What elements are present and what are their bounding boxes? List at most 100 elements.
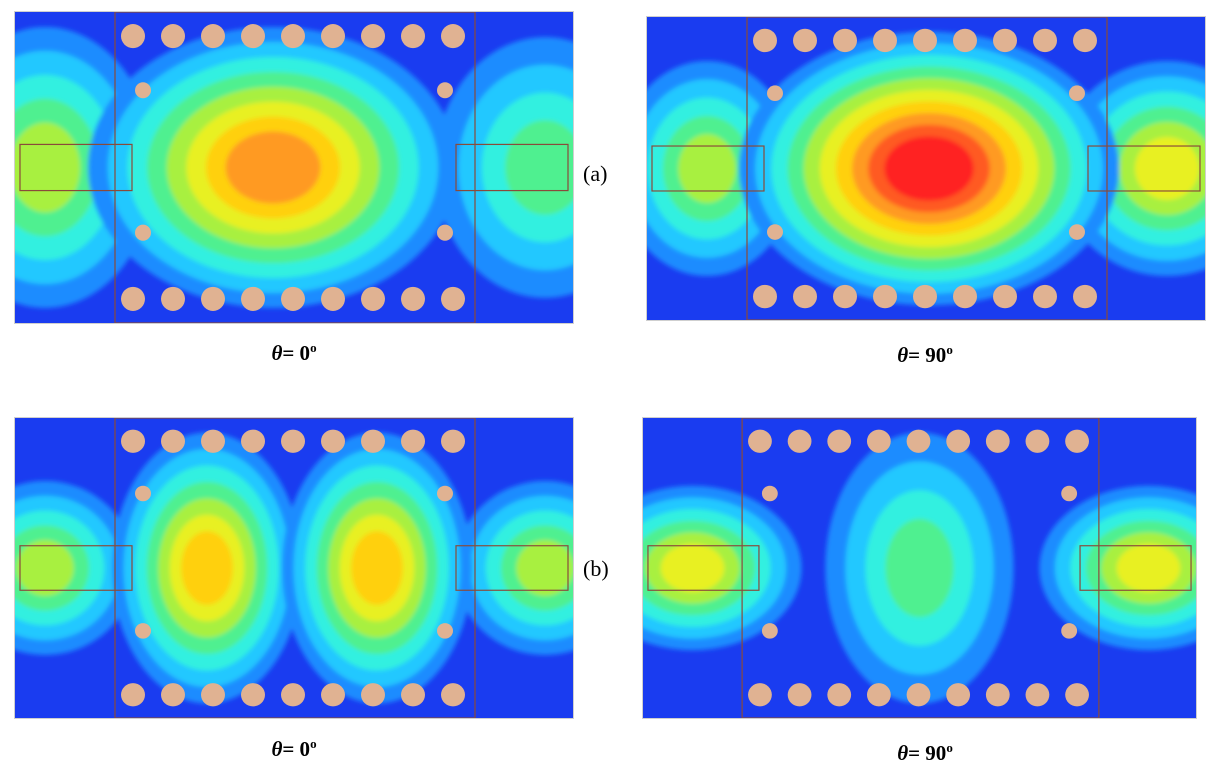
via bbox=[906, 429, 931, 453]
row-label: (b) bbox=[583, 556, 609, 581]
via bbox=[135, 82, 151, 99]
via bbox=[437, 224, 453, 241]
caption-degree: o bbox=[946, 342, 953, 357]
via bbox=[1061, 485, 1078, 502]
via bbox=[827, 683, 852, 707]
via bbox=[946, 429, 971, 453]
cavity bbox=[741, 418, 1100, 718]
via bbox=[321, 286, 345, 311]
via bbox=[985, 429, 1010, 453]
field bbox=[643, 432, 1196, 704]
via bbox=[793, 284, 817, 309]
via bbox=[1061, 623, 1078, 639]
via bbox=[241, 24, 265, 49]
via bbox=[787, 429, 812, 453]
via bbox=[1073, 284, 1097, 309]
via bbox=[401, 429, 425, 453]
field bbox=[15, 432, 573, 704]
contour bbox=[16, 540, 74, 596]
contour bbox=[660, 544, 725, 592]
via bbox=[953, 28, 977, 53]
via bbox=[906, 683, 931, 707]
via bbox=[748, 683, 772, 707]
via bbox=[361, 286, 385, 311]
via bbox=[753, 28, 777, 53]
via bbox=[437, 82, 453, 99]
via bbox=[281, 429, 305, 453]
via bbox=[161, 429, 185, 453]
port bbox=[19, 545, 133, 591]
contour bbox=[885, 518, 954, 618]
port bbox=[651, 145, 765, 192]
via bbox=[913, 28, 937, 53]
via bbox=[913, 284, 937, 309]
row-label: (a) bbox=[583, 161, 608, 186]
via bbox=[321, 429, 345, 453]
via bbox=[753, 284, 777, 309]
via bbox=[866, 683, 891, 707]
contour bbox=[516, 540, 573, 596]
via bbox=[833, 284, 857, 309]
via bbox=[441, 683, 465, 707]
field bbox=[647, 31, 1205, 306]
via bbox=[201, 683, 225, 707]
via bbox=[321, 683, 345, 707]
via bbox=[135, 224, 151, 241]
via bbox=[121, 286, 145, 311]
field-plot bbox=[647, 17, 1205, 320]
caption: θ= 90o bbox=[825, 342, 1025, 368]
via bbox=[361, 429, 385, 453]
via bbox=[201, 24, 225, 49]
via bbox=[1025, 683, 1050, 707]
via bbox=[437, 623, 453, 639]
via bbox=[993, 28, 1017, 53]
port bbox=[455, 545, 569, 591]
via bbox=[767, 85, 783, 102]
via bbox=[866, 429, 891, 453]
via bbox=[241, 286, 265, 311]
field-map bbox=[646, 16, 1206, 321]
port bbox=[647, 545, 760, 591]
via bbox=[321, 24, 345, 49]
via bbox=[201, 286, 225, 311]
port bbox=[1087, 145, 1201, 192]
via bbox=[1073, 28, 1097, 53]
via bbox=[441, 24, 465, 49]
caption-text: = 0 bbox=[282, 341, 311, 365]
via bbox=[761, 485, 778, 502]
via bbox=[873, 284, 897, 309]
port bbox=[19, 143, 133, 192]
via bbox=[1069, 85, 1085, 102]
port bbox=[455, 143, 569, 192]
caption-text: = 90 bbox=[908, 343, 947, 367]
via bbox=[748, 429, 772, 453]
port bbox=[1079, 545, 1192, 591]
via bbox=[281, 683, 305, 707]
cavity bbox=[114, 12, 476, 323]
via bbox=[1033, 28, 1057, 53]
field-plot bbox=[15, 12, 573, 323]
via bbox=[1065, 683, 1089, 707]
via bbox=[1065, 429, 1089, 453]
via bbox=[135, 623, 151, 639]
caption-text: = 90 bbox=[908, 741, 947, 765]
via bbox=[201, 429, 225, 453]
via bbox=[441, 429, 465, 453]
field-map bbox=[14, 417, 574, 719]
via bbox=[787, 683, 812, 707]
caption-degree: o bbox=[310, 736, 317, 751]
via bbox=[401, 24, 425, 49]
via bbox=[1033, 284, 1057, 309]
via bbox=[161, 24, 185, 49]
caption-degree: o bbox=[946, 740, 953, 755]
caption-symbol: θ bbox=[271, 737, 283, 761]
contour bbox=[15, 122, 81, 213]
field bbox=[15, 27, 573, 308]
contour bbox=[884, 136, 974, 201]
via bbox=[401, 683, 425, 707]
caption: θ= 0o bbox=[194, 340, 394, 366]
via bbox=[121, 429, 145, 453]
via bbox=[281, 24, 305, 49]
field-map bbox=[14, 11, 574, 324]
